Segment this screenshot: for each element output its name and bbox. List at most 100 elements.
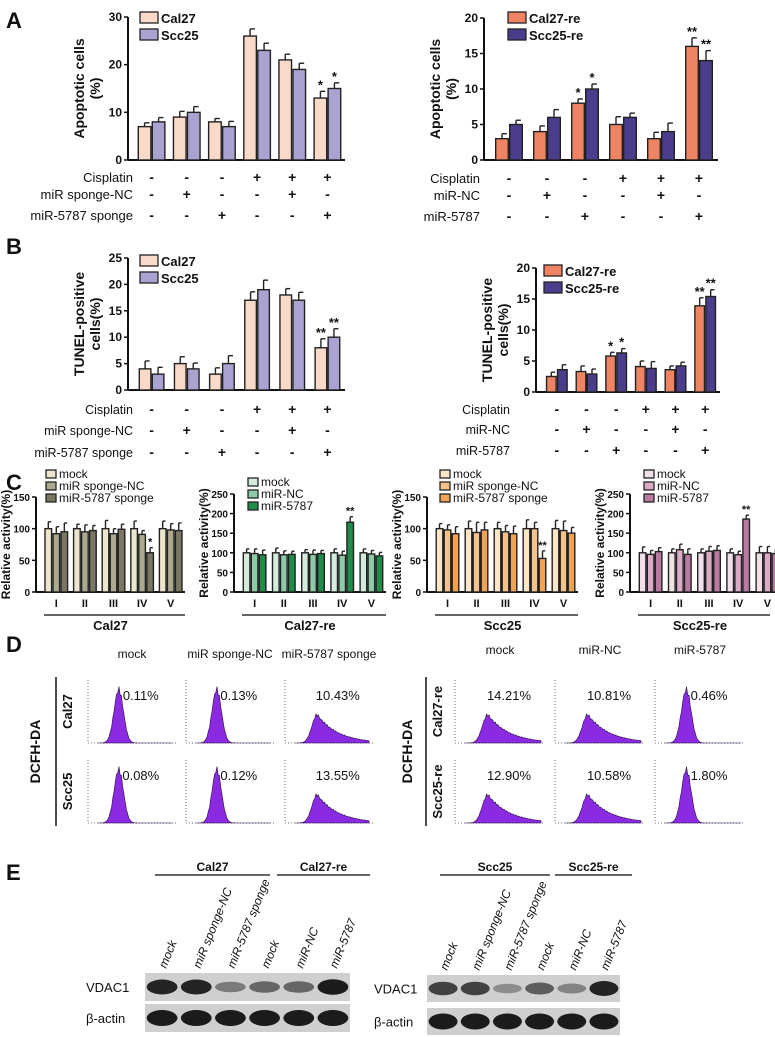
significance-mark: ** xyxy=(329,315,340,330)
bar xyxy=(359,552,368,593)
legend-swatch xyxy=(643,481,655,491)
bar xyxy=(72,527,81,593)
bar xyxy=(250,552,259,593)
bar xyxy=(661,130,676,161)
y-tick-label: 250 xyxy=(607,490,624,501)
y-tick-label: 100 xyxy=(404,525,421,536)
treatment-label: miR-NC xyxy=(434,188,480,203)
treatment-sign: - xyxy=(554,442,559,458)
treatment-sign: - xyxy=(325,422,330,438)
bar xyxy=(586,373,598,393)
blot-membrane xyxy=(145,973,350,1001)
bar xyxy=(616,352,628,393)
treatment-sign: - xyxy=(149,207,154,223)
blot-band xyxy=(180,979,212,995)
legend-swatch xyxy=(139,271,159,284)
y-tick-label: 0 xyxy=(222,588,228,599)
significance-mark: * xyxy=(589,70,595,85)
bar xyxy=(208,373,222,391)
category-label: III xyxy=(704,598,713,610)
y-tick-label: 5 xyxy=(523,354,530,368)
bar xyxy=(571,102,586,161)
group-label: Scc25 xyxy=(484,618,522,633)
blot-band xyxy=(492,1013,522,1030)
y-axis-label-line: Relative activity(%) xyxy=(390,490,404,599)
significance-mark: ** xyxy=(742,504,751,516)
treatment-sign: + xyxy=(642,401,650,417)
bar xyxy=(435,527,444,593)
bar xyxy=(243,35,258,161)
bar xyxy=(221,125,236,161)
bar xyxy=(509,533,518,593)
bar xyxy=(547,116,562,161)
y-tick-label: 150 xyxy=(404,493,421,504)
bar xyxy=(522,527,531,593)
legend-label: mock xyxy=(657,467,687,481)
legend-swatch xyxy=(439,493,451,503)
category-label: I xyxy=(253,598,256,610)
treatment-sign: + xyxy=(218,444,226,460)
category-label: IV xyxy=(529,598,540,610)
legend-label: Scc25-re xyxy=(529,28,583,43)
bar xyxy=(755,552,764,593)
bar xyxy=(667,552,676,593)
y-axis-label-line: TUNEL-positive xyxy=(479,278,495,382)
y-tick-label: 50 xyxy=(410,556,422,567)
percent-label: 0.11% xyxy=(123,688,159,703)
treatment-sign: + xyxy=(671,421,679,437)
row-label: Cal27-re xyxy=(430,686,445,737)
treatment-sign: + xyxy=(288,186,296,202)
y-axis-label: Apoptotic cells(%) xyxy=(71,38,103,139)
group-label: Cal27-re xyxy=(284,618,335,633)
category-label: V xyxy=(167,598,175,610)
bar xyxy=(501,531,510,593)
bar xyxy=(138,533,147,593)
histogram xyxy=(196,766,270,824)
lane-label: miR-NC xyxy=(293,925,322,970)
treatment-sign: + xyxy=(695,170,703,186)
y-axis-label: Relative activity(%) xyxy=(593,488,607,597)
y-tick-label: 10 xyxy=(109,330,123,344)
blot-band xyxy=(215,981,246,993)
legend-label: Cal27 xyxy=(161,11,196,26)
bar xyxy=(575,370,587,393)
bar xyxy=(609,123,624,161)
treatment-sign: + xyxy=(695,208,703,224)
percent-label: 0.46% xyxy=(691,688,728,703)
y-tick-label: 100 xyxy=(211,549,228,560)
blot-group-label: Scc25 xyxy=(478,860,513,874)
column-label: mock xyxy=(118,647,148,661)
treatment-sign: - xyxy=(614,401,619,417)
bar xyxy=(330,552,339,593)
treatment-sign: - xyxy=(149,401,154,417)
category-label: I xyxy=(55,598,58,610)
treatment-sign: - xyxy=(584,442,589,458)
treatment-label: miR-5787 sponge xyxy=(30,208,133,223)
y-tick-label: 0 xyxy=(415,588,421,599)
y-tick-label: 0 xyxy=(115,153,122,167)
bar xyxy=(675,548,684,593)
bar xyxy=(551,527,560,593)
bar xyxy=(338,554,347,593)
y-tick-label: 10 xyxy=(517,323,531,337)
y-axis-label-line: (%) xyxy=(443,78,459,100)
legend-label: miR sponge-NC xyxy=(453,479,539,493)
y-tick-label: 250 xyxy=(211,490,228,501)
y-tick-label: 100 xyxy=(607,549,624,560)
treatment-sign: + xyxy=(253,401,261,417)
treatment-sign: + xyxy=(288,422,296,438)
blot-membrane xyxy=(145,1004,350,1032)
percent-label: 1.80% xyxy=(691,768,728,783)
treatment-sign: + xyxy=(657,187,665,203)
treatment-sign: - xyxy=(255,444,260,460)
bar xyxy=(278,59,293,161)
blot-band xyxy=(283,981,315,993)
y-tick-label: 10 xyxy=(109,105,123,119)
bar xyxy=(623,116,638,161)
treatment-sign: - xyxy=(184,169,189,185)
treatment-sign: - xyxy=(184,207,189,223)
bar xyxy=(292,68,307,161)
legend-swatch xyxy=(45,481,57,491)
